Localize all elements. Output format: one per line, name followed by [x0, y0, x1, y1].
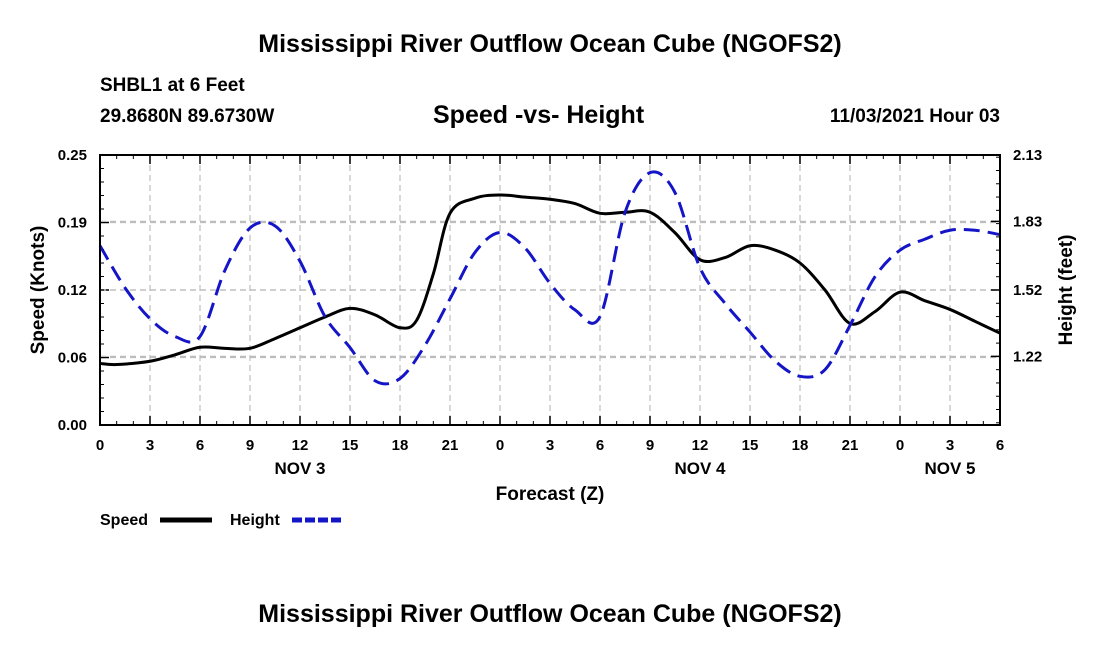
- x-tick-label: 12: [692, 437, 709, 454]
- grid-lines: [99, 154, 1001, 426]
- x-tick-label: 6: [996, 437, 1004, 454]
- y-left-axis-title: Speed (Knots): [28, 226, 49, 355]
- x-tick-label: 18: [392, 437, 409, 454]
- location-label: 29.8680N 89.6730W: [100, 106, 275, 127]
- axis-labels: 0 3 6 9 12 15 18 21 0 3 6 9 12 15 18 21 0 3 6 0.00 0.06 0.12 0…: [28, 147, 1077, 505]
- x-tick-label: 0: [896, 437, 904, 454]
- y-left-tick-label: 0.19: [58, 215, 87, 232]
- x-tick-label: 18: [792, 437, 809, 454]
- legend-label-height: Height: [230, 512, 280, 529]
- footer-title: Mississippi River Outflow Ocean Cube (NG…: [258, 600, 842, 628]
- y-left-tick-label: 0.25: [58, 147, 87, 164]
- y-left-tick-label: 0.12: [58, 282, 87, 299]
- station-label: SHBL1 at 6 Feet: [100, 75, 245, 96]
- x-tick-label: 9: [646, 437, 654, 454]
- x-tick-label: 3: [146, 437, 154, 454]
- x-tick-label: 12: [292, 437, 309, 454]
- x-tick-label: 21: [442, 437, 459, 454]
- date-label: NOV 3: [274, 459, 325, 478]
- y-right-tick-label: 1.83: [1013, 213, 1042, 230]
- chart-subtitle: Speed -vs- Height: [433, 101, 645, 129]
- plot-frame: [99, 154, 1001, 426]
- x-tick-label: 9: [246, 437, 254, 454]
- series-layer: [98, 170, 1001, 386]
- y-left-tick-label: 0.06: [58, 350, 87, 367]
- x-axis-title: Forecast (Z): [496, 484, 605, 505]
- date-label: NOV 5: [924, 459, 975, 478]
- y-left-tick-label: 0.00: [58, 417, 87, 434]
- speed-height-chart: 0 3 6 9 12 15 18 21 0 3 6 9 12 15 18 21 0 3 6 0.00 0.06 0.12 0…: [28, 147, 1077, 529]
- x-tick-label: 15: [742, 437, 759, 454]
- y-right-axis-title: Height (feet): [1056, 235, 1077, 346]
- x-tick-label: 6: [596, 437, 604, 454]
- y-right-tick-label: 1.22: [1013, 348, 1042, 365]
- series-line-height: [98, 170, 1001, 386]
- legend: Speed Height: [100, 512, 344, 529]
- legend-label-speed: Speed: [100, 512, 148, 529]
- series-line-speed: [99, 193, 1001, 367]
- x-tick-label: 15: [342, 437, 359, 454]
- x-tick-label: 6: [196, 437, 204, 454]
- y-right-tick-label: 2.13: [1013, 147, 1042, 164]
- date-label: NOV 4: [674, 459, 726, 478]
- x-tick-label: 3: [546, 437, 554, 454]
- y-right-tick-label: 1.52: [1013, 282, 1042, 299]
- main-title: Mississippi River Outflow Ocean Cube (NG…: [258, 30, 842, 58]
- forecast-datetime: 11/03/2021 Hour 03: [829, 106, 1000, 127]
- x-tick-label: 21: [842, 437, 859, 454]
- x-tick-label: 0: [96, 437, 104, 454]
- x-tick-label: 3: [946, 437, 954, 454]
- x-tick-label: 0: [496, 437, 504, 454]
